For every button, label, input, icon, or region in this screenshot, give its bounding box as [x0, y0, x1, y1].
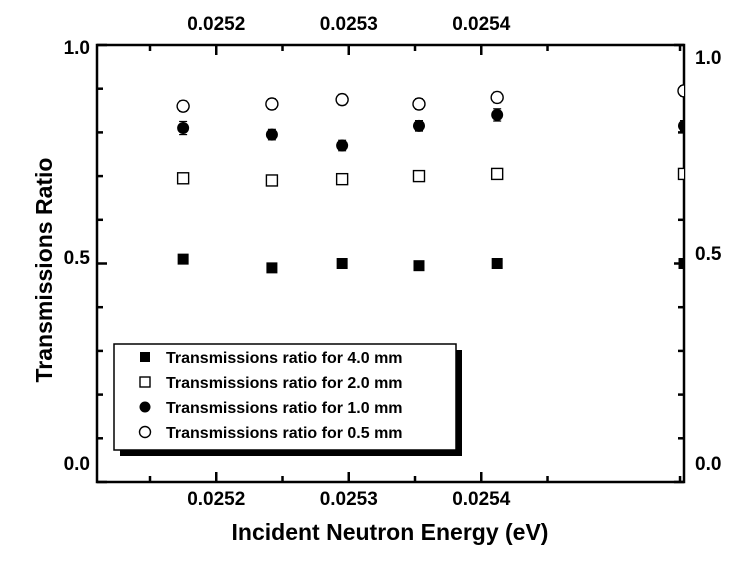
legend-marker-1: [140, 352, 150, 362]
y-tick-label-right: 0.5: [695, 244, 722, 265]
point-series-4: [490, 90, 504, 105]
point-series-1: [413, 260, 425, 272]
point-series-3: [412, 119, 425, 132]
legend-label-1: Transmissions ratio for 4.0 mm: [166, 350, 403, 367]
legend-label-4: Transmissions ratio for 0.5 mm: [166, 425, 403, 442]
legend-marker-4: [138, 425, 152, 439]
point-series-1: [336, 258, 348, 269]
point-series-3: [265, 128, 278, 141]
legend-marker-3: [139, 401, 151, 413]
data-points: [176, 84, 684, 274]
legend-label-3: Transmissions ratio for 1.0 mm: [166, 400, 403, 417]
point-series-2: [176, 172, 190, 185]
y-tick-label-right: 1.0: [695, 48, 721, 69]
point-series-1: [177, 253, 189, 265]
x-tick-label-top: 0.0254: [452, 14, 511, 35]
point-series-2: [412, 169, 426, 183]
x-tick-label-top: 0.0252: [187, 14, 245, 35]
point-series-2: [265, 174, 279, 187]
x-tick-label-bottom: 0.0254: [452, 489, 511, 510]
y-tick-label-left: 1.0: [64, 38, 90, 59]
point-series-2: [335, 172, 349, 186]
point-series-4: [176, 99, 190, 113]
y-tick-label-left: 0.0: [64, 454, 90, 475]
y-axis-title: Transmissions Ratio: [31, 158, 57, 383]
point-series-1: [678, 258, 684, 269]
legend-marker-2: [139, 376, 151, 388]
x-tick-label-bottom: 0.0252: [187, 489, 245, 510]
point-series-4: [335, 92, 349, 107]
tick-labels: 0.0252 0.0252 0.0253 0.0253 0.0254 0.0254 0.0 0…: [64, 14, 722, 510]
legend: Transmissions ratio for 4.0 mm Transmissi…: [113, 343, 462, 456]
point-series-1: [266, 262, 278, 274]
point-series-2: [677, 167, 684, 181]
point-series-1: [491, 258, 503, 269]
point-series-3: [491, 108, 504, 121]
tick-marks: [97, 43, 684, 484]
x-tick-label-top: 0.0253: [320, 14, 378, 35]
point-series-4: [677, 84, 684, 98]
legend-label-2: Transmissions ratio for 2.0 mm: [166, 375, 403, 392]
y-tick-label-right: 0.0: [695, 454, 721, 475]
point-series-2: [490, 167, 504, 181]
x-tick-label-bottom: 0.0253: [320, 489, 378, 510]
legend-box: [113, 343, 457, 451]
y-tick-label-left: 0.5: [64, 248, 91, 269]
x-axis-title: Incident Neutron Energy (eV): [232, 519, 549, 545]
point-series-3: [678, 119, 684, 132]
point-series-3: [336, 139, 349, 152]
point-series-4: [265, 97, 279, 111]
point-series-3: [177, 122, 190, 135]
point-series-4: [412, 97, 426, 111]
